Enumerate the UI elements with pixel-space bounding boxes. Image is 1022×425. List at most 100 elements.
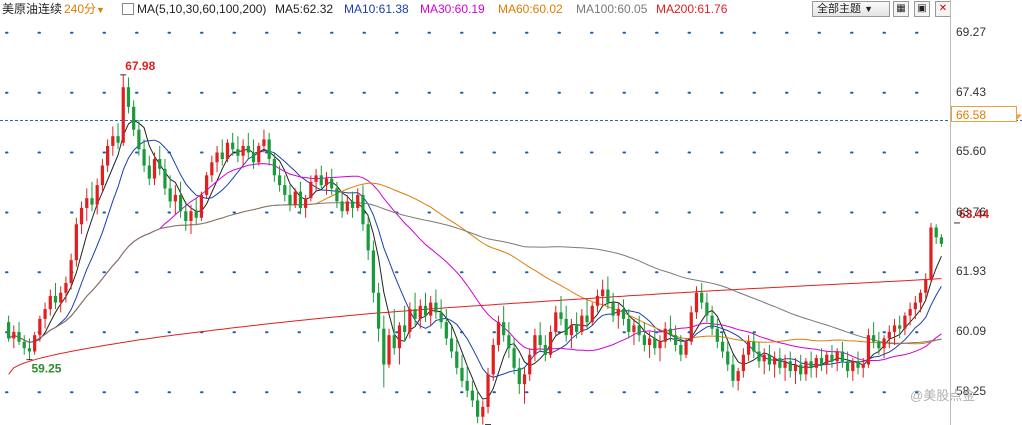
candle-body xyxy=(90,198,94,205)
candle-body xyxy=(767,354,772,365)
candle-body xyxy=(486,374,490,407)
candle xyxy=(126,77,131,114)
candle-body xyxy=(601,289,605,297)
candle-body xyxy=(470,390,475,401)
candle xyxy=(95,178,99,215)
candle-body xyxy=(934,227,938,238)
candle-body xyxy=(819,358,824,365)
candle xyxy=(746,335,751,362)
candle xyxy=(715,318,719,349)
theme-label: 全部主题 xyxy=(817,3,861,15)
candle xyxy=(533,328,537,362)
fullscreen-icon[interactable]: ▦ xyxy=(893,1,909,17)
period-selector[interactable]: 240分▼ xyxy=(64,2,105,17)
candle-body xyxy=(64,282,68,293)
candle-body xyxy=(267,139,271,160)
candle-body xyxy=(403,325,407,332)
candle xyxy=(752,331,756,359)
candle-body xyxy=(74,224,78,261)
candle xyxy=(783,354,787,381)
candle-body xyxy=(371,250,375,293)
candle xyxy=(304,194,308,218)
candle xyxy=(679,335,683,362)
candle xyxy=(330,168,334,195)
ma100-value: MA100:60.05 xyxy=(576,2,648,16)
candle xyxy=(283,175,287,202)
candle xyxy=(85,188,89,221)
candle xyxy=(350,191,355,218)
candle xyxy=(543,335,547,362)
candle-body xyxy=(726,351,730,365)
candle-body xyxy=(361,194,365,225)
candle-body xyxy=(595,296,600,306)
candle-body xyxy=(309,181,313,199)
candle xyxy=(27,338,32,360)
candle xyxy=(116,123,120,150)
candle xyxy=(38,315,42,342)
candle-body xyxy=(856,361,860,368)
candle-body xyxy=(830,354,834,362)
candle xyxy=(642,322,646,352)
ma30-value: MA30:60.19 xyxy=(420,2,485,16)
candle-body xyxy=(17,331,21,342)
candle-body xyxy=(220,152,224,160)
candle-body xyxy=(241,145,245,156)
candle-body xyxy=(455,351,459,368)
candle-body xyxy=(147,165,151,179)
candle-body xyxy=(746,341,751,355)
ma-line-30 xyxy=(8,163,942,361)
candle xyxy=(658,335,662,362)
candle xyxy=(267,132,271,166)
candle xyxy=(819,348,824,372)
candle xyxy=(887,325,891,349)
candle-body xyxy=(314,175,318,182)
candle xyxy=(382,315,386,388)
candle xyxy=(345,194,349,215)
candle-body xyxy=(330,178,334,189)
candle-body xyxy=(653,338,657,349)
candle xyxy=(491,338,495,381)
candle xyxy=(152,152,157,186)
candle xyxy=(486,367,490,414)
candle xyxy=(408,302,412,339)
candle-body xyxy=(189,211,193,221)
candle-body xyxy=(621,309,626,319)
theme-select[interactable]: 全部主题 ▼ xyxy=(812,1,890,17)
candle-body xyxy=(460,367,464,381)
candle xyxy=(762,348,766,375)
instrument-name[interactable]: 美原油连续 xyxy=(2,2,63,16)
candle-body xyxy=(882,338,886,349)
candle xyxy=(340,191,344,218)
candle-body xyxy=(580,315,584,332)
candle-body xyxy=(33,335,37,352)
y-tick-label: 60.09 xyxy=(956,324,987,339)
candle-body xyxy=(95,185,99,205)
candle xyxy=(17,322,21,345)
close-icon[interactable]: ✕ xyxy=(935,1,951,17)
candle-body xyxy=(866,335,871,365)
candle-body xyxy=(178,194,183,212)
candle-body xyxy=(840,351,844,362)
candle-body xyxy=(449,338,454,352)
candle xyxy=(111,126,115,156)
candle xyxy=(314,168,318,192)
candle-body xyxy=(481,406,485,417)
candle xyxy=(173,185,177,215)
candle xyxy=(231,132,235,156)
candle-body xyxy=(376,292,381,329)
candle-body xyxy=(225,142,230,160)
candle xyxy=(335,181,339,208)
candle-body xyxy=(616,309,620,316)
candle xyxy=(178,181,183,218)
candle-body xyxy=(559,312,563,319)
candle-body xyxy=(502,322,506,336)
candle xyxy=(778,348,782,375)
candle-body xyxy=(6,322,11,339)
candle xyxy=(522,367,527,404)
candle-body xyxy=(158,159,162,169)
ma-settings-icon[interactable] xyxy=(122,3,134,15)
candle xyxy=(236,136,240,163)
restore-icon[interactable]: ▣ xyxy=(914,1,930,17)
